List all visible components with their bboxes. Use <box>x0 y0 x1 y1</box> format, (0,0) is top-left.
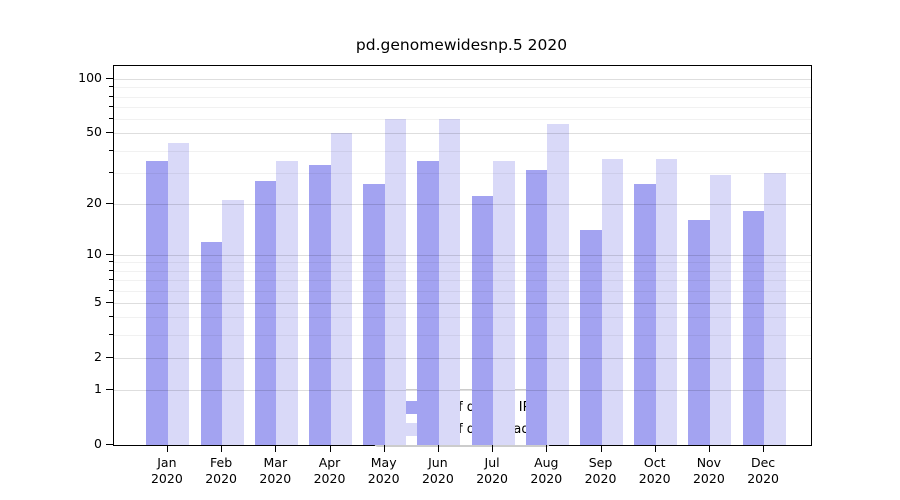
bar-downloads <box>384 118 407 445</box>
gridline-major <box>114 133 811 135</box>
x-tick-label: Nov 2020 <box>692 455 725 486</box>
gridline-minor <box>114 270 811 272</box>
bar-distinct-ips <box>254 180 277 445</box>
bar-downloads <box>167 143 190 445</box>
x-tick-mark <box>492 445 494 452</box>
y-tick-mark <box>106 78 113 79</box>
gridline-minor <box>114 290 811 292</box>
bar-distinct-ips <box>309 165 331 445</box>
bar-downloads <box>493 160 515 445</box>
y-tick-label: 20 <box>86 194 102 210</box>
y-tick-mark-minor <box>109 117 113 119</box>
bar-distinct-ips <box>525 170 548 445</box>
x-tick-mark <box>437 445 439 452</box>
x-tick-label: May 2020 <box>367 455 400 486</box>
x-tick-label: Jan 2020 <box>150 455 183 486</box>
bar-distinct-ips <box>417 160 439 445</box>
y-tick-label: 0 <box>94 436 102 451</box>
x-tick-label: Oct 2020 <box>638 455 671 486</box>
y-tick-label: 1 <box>94 381 102 397</box>
gridline-minor <box>114 150 811 152</box>
y-tick-mark-minor <box>109 105 113 107</box>
gridline-minor <box>114 262 811 264</box>
x-tick-label: Aug 2020 <box>530 455 563 486</box>
gridline-minor <box>114 280 811 282</box>
y-tick-mark-minor <box>109 316 113 318</box>
x-tick-mark <box>166 445 168 452</box>
x-tick-mark <box>763 445 765 452</box>
y-tick-mark-minor <box>109 171 113 173</box>
y-tick-mark-minor <box>109 279 113 281</box>
chart-title: pd.genomewidesnp.5 2020 <box>355 36 568 54</box>
y-tick-mark-minor <box>109 261 113 263</box>
x-tick-mark <box>546 445 548 452</box>
gridline-major <box>114 390 811 392</box>
y-tick-label: 50 <box>86 124 102 140</box>
bar-downloads <box>764 172 786 445</box>
gridline-major <box>114 254 811 256</box>
gridline-minor <box>114 317 811 319</box>
bar-downloads <box>330 133 352 445</box>
bar-downloads <box>709 175 732 445</box>
gridline-major <box>114 79 811 80</box>
bar-downloads <box>655 158 678 445</box>
x-tick-mark <box>329 445 331 452</box>
y-tick-mark <box>106 389 113 391</box>
y-tick-mark-minor <box>109 269 113 271</box>
bar-distinct-ips <box>580 230 602 445</box>
bar-distinct-ips <box>146 160 168 445</box>
y-tick-mark-minor <box>109 334 113 336</box>
bar-downloads <box>438 118 461 445</box>
bar-distinct-ips <box>471 196 494 445</box>
gridline-minor <box>114 106 811 108</box>
bar-downloads <box>276 160 298 445</box>
y-tick-label: 5 <box>94 293 102 309</box>
gridline-minor <box>114 118 811 120</box>
bar-downloads <box>222 199 244 445</box>
bar-downloads <box>601 158 623 445</box>
bar-downloads <box>547 124 569 445</box>
x-tick-label: Sep 2020 <box>584 455 617 486</box>
x-tick-label: Jun 2020 <box>421 455 454 486</box>
y-tick-mark <box>106 356 113 358</box>
y-tick-mark <box>106 132 113 134</box>
y-tick-label: 100 <box>78 70 102 85</box>
x-tick-label: Dec 2020 <box>747 455 779 486</box>
y-tick-label: 2 <box>94 348 102 364</box>
x-tick-label: Jul 2020 <box>476 455 508 486</box>
y-tick-mark-minor <box>109 149 113 151</box>
x-tick-mark <box>600 445 602 452</box>
y-tick-label: 10 <box>86 245 102 261</box>
y-tick-mark <box>106 202 113 204</box>
plot-area: Nb of distinct IPsNb of downloads <box>113 65 812 447</box>
x-tick-label: Feb 2020 <box>205 455 237 486</box>
x-tick-mark <box>708 445 710 452</box>
bar-distinct-ips <box>742 211 765 445</box>
x-tick-label: Apr 2020 <box>313 455 346 486</box>
bar-distinct-ips <box>634 183 656 445</box>
gridline-major <box>114 302 811 304</box>
bar-distinct-ips <box>200 241 223 445</box>
y-tick-mark-minor <box>109 95 113 97</box>
gridline-minor <box>114 96 811 98</box>
bar-distinct-ips <box>688 220 710 445</box>
x-tick-mark <box>221 445 223 452</box>
y-tick-mark-minor <box>109 289 113 291</box>
x-tick-mark <box>383 445 385 452</box>
gridline-minor <box>114 172 811 174</box>
gridline-minor <box>114 87 811 89</box>
x-tick-mark <box>654 445 656 452</box>
gridline-major <box>114 357 811 359</box>
y-tick-mark <box>106 444 113 445</box>
y-tick-mark-minor <box>109 86 113 88</box>
gridline-major <box>114 203 811 205</box>
x-tick-mark <box>275 445 277 452</box>
x-tick-label: Mar 2020 <box>259 455 292 486</box>
y-tick-mark <box>106 301 113 303</box>
bar-distinct-ips <box>363 183 385 445</box>
y-tick-mark <box>106 253 113 255</box>
gridline-minor <box>114 335 811 337</box>
